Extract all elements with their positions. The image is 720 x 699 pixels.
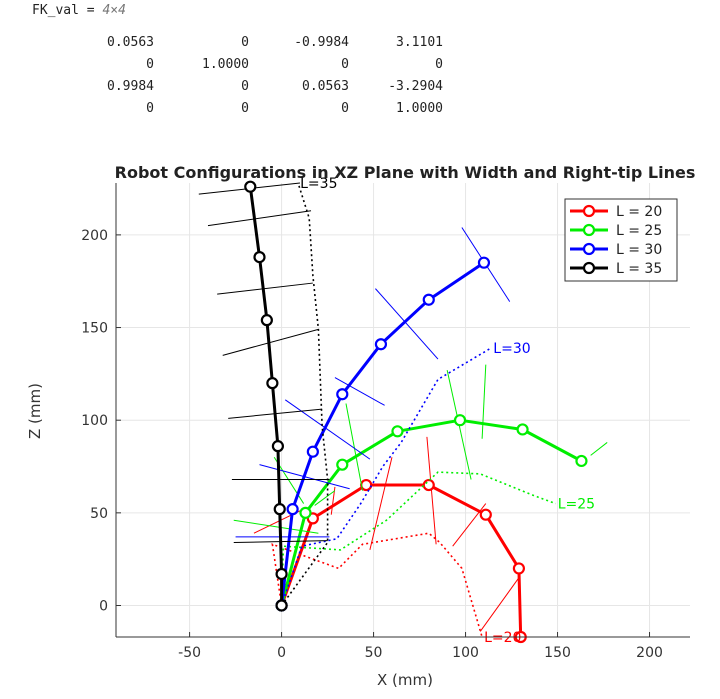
joint-marker bbox=[336, 458, 349, 471]
tip-label: L=30 bbox=[493, 341, 530, 357]
matrix-cell: -0.9984 bbox=[294, 35, 349, 50]
fk-matrix-dims: 4×4 bbox=[102, 3, 126, 18]
matrix-cell: 0 bbox=[435, 57, 443, 72]
matrix-cell: 0.9984 bbox=[107, 79, 154, 94]
joint-marker bbox=[275, 567, 288, 581]
joint-marker bbox=[299, 506, 312, 519]
tip-label: L=25 bbox=[558, 497, 595, 513]
width-line bbox=[426, 436, 437, 545]
tip-label: L=20 bbox=[484, 630, 521, 646]
joint-marker bbox=[271, 440, 284, 453]
joint-marker bbox=[273, 503, 286, 516]
legend-entry-label: L = 20 bbox=[616, 204, 662, 220]
legend-swatch-marker bbox=[582, 204, 596, 218]
joint-marker bbox=[253, 251, 266, 264]
joint-marker bbox=[512, 562, 526, 575]
matrix-cell: 3.1101 bbox=[396, 35, 443, 50]
y-tick-label: 200 bbox=[81, 228, 108, 244]
width-line bbox=[375, 288, 439, 360]
matrix-cell: 0.0563 bbox=[302, 79, 349, 94]
x-tick-label: -50 bbox=[178, 645, 201, 661]
matrix-cell: 0 bbox=[341, 57, 349, 72]
fk-matrix: 0.0563 0 -0.9984 3.1101 0 1.0000 0 0 0.9… bbox=[60, 32, 443, 120]
right-tip-line bbox=[280, 347, 492, 606]
fk-output-header: FK_val = 4×4 bbox=[32, 3, 126, 18]
x-tick-label: 0 bbox=[277, 645, 286, 661]
width-line bbox=[479, 577, 520, 632]
matrix-cell: 1.0000 bbox=[396, 101, 443, 116]
joint-marker bbox=[336, 388, 349, 401]
legend-swatch-marker bbox=[582, 261, 596, 275]
matrix-row: 0 1.0000 0 0 bbox=[60, 54, 443, 76]
joint-marker bbox=[260, 314, 273, 327]
matrix-row: 0 0 0 1.0000 bbox=[60, 98, 443, 120]
x-tick-label: 150 bbox=[544, 645, 571, 661]
matrix-cell: 0 bbox=[341, 101, 349, 116]
matrix-cell: 0.0563 bbox=[107, 35, 154, 50]
right-tip-line bbox=[280, 471, 556, 606]
legend-swatch-marker bbox=[582, 242, 596, 256]
width-line bbox=[369, 457, 393, 551]
x-tick-label: 200 bbox=[636, 645, 663, 661]
matrix-row: 0.0563 0 -0.9984 3.1101 bbox=[60, 32, 443, 54]
width-line bbox=[222, 328, 319, 356]
x-tick-label: 50 bbox=[365, 645, 383, 661]
axes: -50 0 50 100 150 200 0 50 100 150 200 bbox=[81, 183, 690, 661]
y-tick-label: 0 bbox=[99, 598, 108, 614]
x-axis-label: X (mm) bbox=[377, 671, 433, 689]
series-4: L=35 bbox=[198, 176, 337, 612]
width-line bbox=[334, 377, 385, 406]
joint-marker bbox=[422, 293, 435, 306]
matrix-cell: 0 bbox=[241, 79, 249, 94]
joint-marker bbox=[275, 599, 288, 612]
matrix-cell: 1.0000 bbox=[202, 57, 249, 72]
joint-marker bbox=[244, 180, 257, 193]
y-tick-label: 100 bbox=[81, 413, 108, 429]
matrix-cell: 0 bbox=[146, 101, 154, 116]
matrix-row: 0.9984 0 0.0563 -3.2904 bbox=[60, 76, 443, 98]
width-line bbox=[345, 403, 364, 491]
joint-marker bbox=[286, 503, 299, 516]
x-tick-label: 100 bbox=[452, 645, 479, 661]
matrix-cell: -3.2904 bbox=[388, 79, 443, 94]
legend: L = 20 L = 25 L = 30 L = 35 bbox=[564, 198, 678, 282]
width-line bbox=[590, 442, 608, 456]
joint-marker bbox=[391, 425, 404, 438]
y-tick-label: 50 bbox=[90, 506, 108, 522]
joint-marker bbox=[360, 478, 373, 492]
width-line bbox=[233, 519, 319, 534]
right-tip-line bbox=[271, 532, 483, 638]
matrix-cell: 0 bbox=[241, 101, 249, 116]
plot-lines: L=20 L=25 L=30 L=35 bbox=[198, 176, 608, 646]
fk-variable-name: FK_val bbox=[32, 3, 79, 18]
legend-swatch-marker bbox=[582, 223, 596, 237]
joint-marker bbox=[479, 508, 492, 521]
y-tick-label: 150 bbox=[81, 321, 108, 337]
width-line bbox=[284, 399, 371, 460]
legend-entry-label: L = 25 bbox=[616, 223, 662, 239]
legend-entry-label: L = 35 bbox=[616, 261, 662, 277]
joint-marker bbox=[477, 256, 491, 269]
width-line bbox=[481, 364, 487, 439]
matrix-cell: 0 bbox=[241, 35, 249, 50]
joint-marker bbox=[516, 423, 529, 436]
joint-marker bbox=[422, 478, 435, 492]
tip-label: L=35 bbox=[300, 176, 337, 192]
joint-marker bbox=[453, 414, 467, 427]
y-axis-label: Z (mm) bbox=[26, 383, 44, 439]
joint-marker bbox=[266, 377, 279, 390]
joint-marker bbox=[575, 454, 588, 468]
width-line bbox=[207, 210, 312, 227]
width-line bbox=[314, 490, 336, 506]
backbone-line bbox=[248, 186, 284, 606]
matrix-cell: 0 bbox=[146, 57, 154, 72]
width-line bbox=[217, 282, 313, 295]
chart-title: Robot Configurations in XZ Plane with Wi… bbox=[115, 163, 696, 182]
joint-marker bbox=[374, 338, 388, 351]
legend-entry-label: L = 30 bbox=[616, 242, 662, 258]
joint-marker bbox=[306, 445, 319, 458]
